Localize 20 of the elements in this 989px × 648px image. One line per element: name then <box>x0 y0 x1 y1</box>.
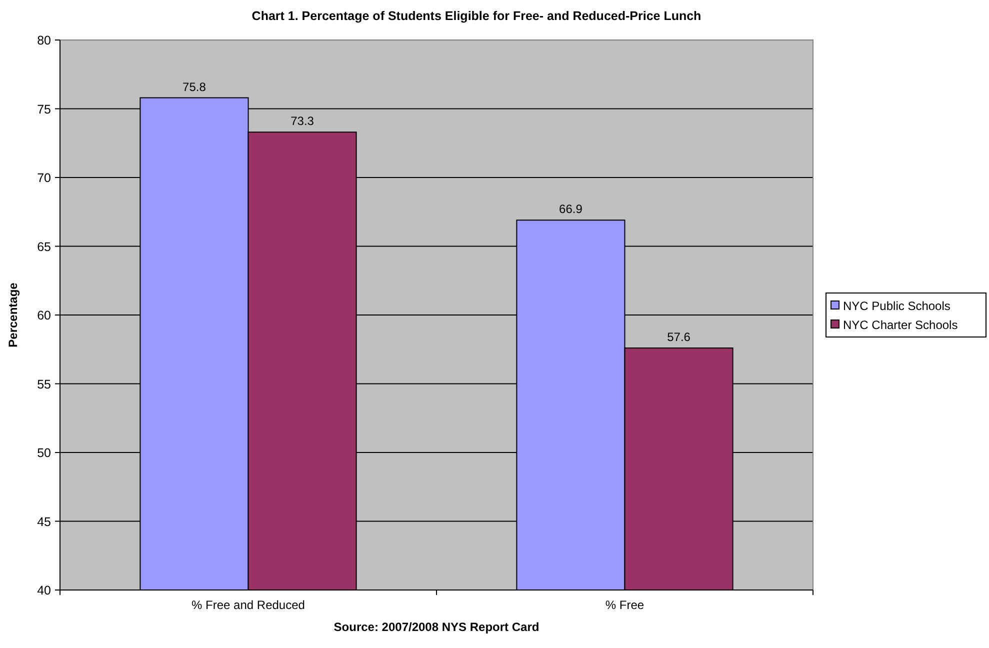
legend-label: NYC Public Schools <box>843 299 950 313</box>
y-tick-label: 80 <box>37 34 52 48</box>
y-tick-label: 60 <box>37 308 52 322</box>
y-tick-label: 70 <box>37 171 52 185</box>
y-tick-label: 55 <box>37 377 52 392</box>
y-tick-label: 50 <box>37 446 52 460</box>
y-tick-label: 40 <box>37 584 52 598</box>
source-note: Source: 2007/2008 NYS Report Card <box>334 620 540 634</box>
y-tick-label: 65 <box>37 240 52 254</box>
data-label: 75.8 <box>182 80 206 94</box>
data-label: 73.3 <box>290 114 314 128</box>
x-tick-label: % Free and Reduced <box>192 598 305 612</box>
y-tick-label: 45 <box>37 514 52 529</box>
y-axis-title: Percentage <box>6 282 20 348</box>
x-tick-label: % Free <box>605 598 644 612</box>
data-label: 57.6 <box>667 330 691 344</box>
chart-title: Chart 1. Percentage of Students Eligible for Free- and Reduced-Price Lunch <box>252 9 702 23</box>
y-tick-label: 75 <box>37 102 52 116</box>
legend-label: NYC Charter Schools <box>843 318 958 332</box>
data-label: 66.9 <box>559 202 583 216</box>
